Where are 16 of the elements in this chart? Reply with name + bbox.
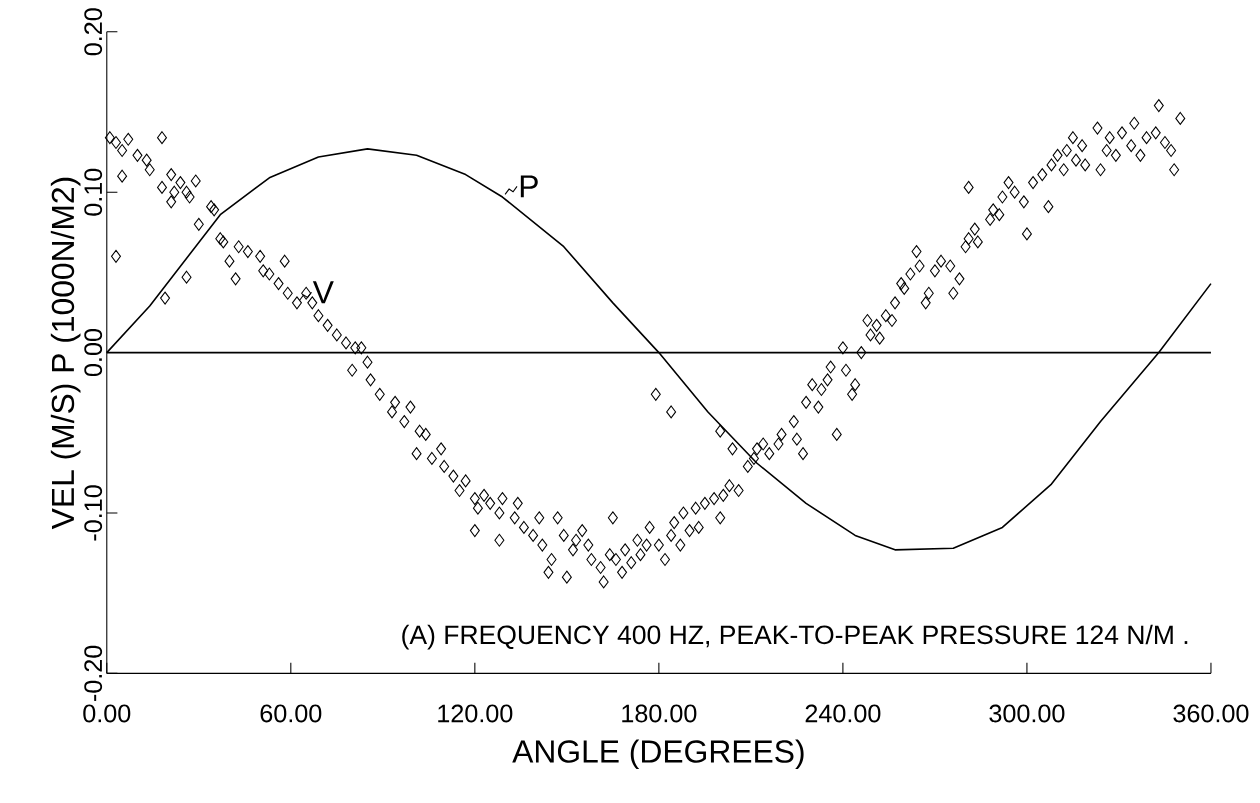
annotation: (A) FREQUENCY 400 HZ, PEAK-TO-PEAK PRESSURE 124 N/M . — [402, 624, 1188, 650]
y-tick-label: -0.10 — [84, 485, 103, 541]
y-tick-label: -0.20 — [84, 645, 103, 701]
x-tick-label: 60.00 — [260, 704, 322, 723]
y-tick-label: 0.20 — [84, 8, 103, 56]
x-tick-label: 300.00 — [989, 704, 1065, 723]
legend-label: V — [312, 281, 334, 304]
x-tick-label: 360.00 — [1173, 704, 1249, 723]
x-tick-label: 180.00 — [622, 704, 697, 723]
x-tick-label: 240.00 — [805, 704, 881, 723]
y-tick-label: 0.00 — [84, 328, 103, 376]
y-axis-title: VEL (M/S) P (1000N/M2) — [50, 177, 81, 530]
legend-label: P — [520, 175, 538, 198]
y-tick-label: 0.10 — [84, 168, 103, 216]
x-axis-title: ANGLE (DEGREES) — [512, 739, 804, 769]
x-tick-label: 120.00 — [438, 704, 513, 723]
